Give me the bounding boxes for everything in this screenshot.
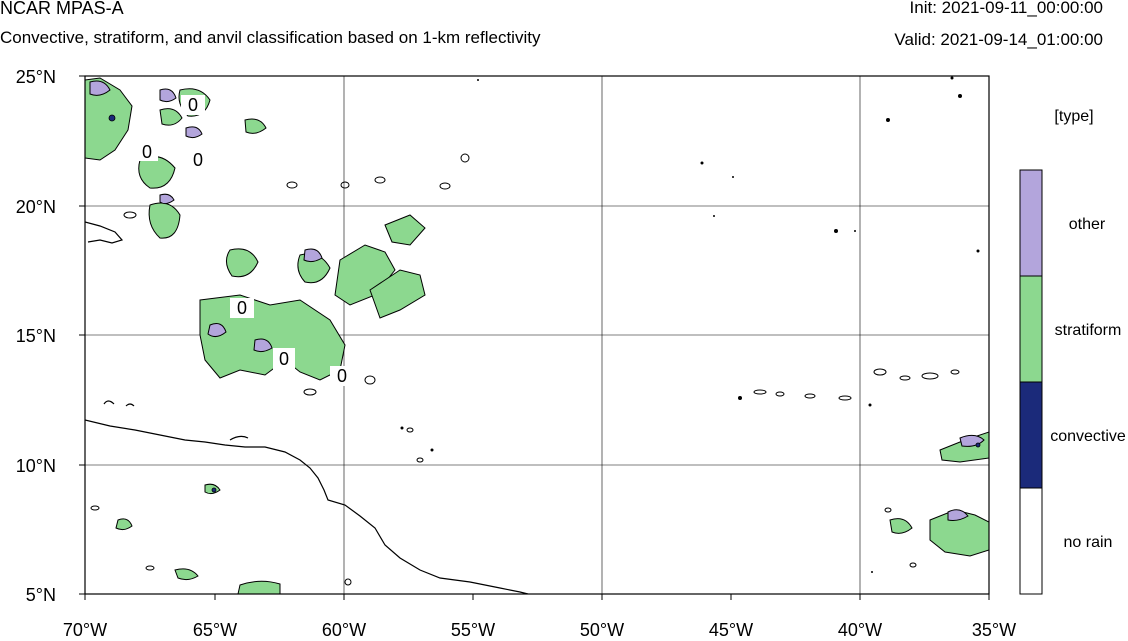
lat-tick-label: 20°N	[16, 197, 56, 217]
legend-swatch-stratiform	[1019, 275, 1043, 383]
plot-description: Convective, stratiform, and anvil classi…	[0, 28, 541, 47]
longitude-labels: 70°W 65°W 60°W 55°W 50°W 45°W 40°W 35°W	[63, 620, 1016, 640]
contour-label: 0	[188, 95, 198, 115]
lon-tick-label: 65°W	[193, 620, 237, 640]
legend-label-no-rain: no rain	[1064, 534, 1113, 551]
legend-swatch-convective	[1019, 381, 1043, 489]
scattered-contours	[90, 153, 960, 586]
contour-label: 0	[193, 150, 203, 170]
lon-tick-label: 55°W	[451, 620, 495, 640]
lon-tick-label: 50°W	[580, 620, 624, 640]
contour-label: 0	[237, 298, 247, 318]
lat-tick-label: 25°N	[16, 67, 56, 87]
contour-label: 0	[337, 366, 347, 386]
contour-label-group: 0 0 0 0 0 0	[136, 95, 354, 386]
legend-label-convective: convective	[1050, 428, 1126, 445]
legend-label-other: other	[1069, 216, 1106, 233]
init-time: Init: 2021-09-11_00:00:00	[909, 0, 1103, 17]
legend-swatch-no-rain	[1019, 487, 1043, 595]
valid-time: Valid: 2021-09-14_01:00:00	[894, 30, 1103, 49]
legend: [type] other stratiform convective no ra…	[1019, 108, 1126, 595]
lon-tick-label: 60°W	[322, 620, 366, 640]
latitude-labels: 5°N 10°N 15°N 20°N 25°N	[16, 67, 56, 605]
axis-ticks	[79, 75, 990, 600]
lon-tick-label: 35°W	[972, 620, 1016, 640]
stratiform-regions	[85, 77, 989, 594]
contour-label: 0	[142, 142, 152, 162]
coastlines	[85, 221, 529, 594]
convective-cells	[108, 114, 981, 493]
legend-title: [type]	[1054, 108, 1093, 125]
lat-tick-label: 10°N	[16, 456, 56, 476]
contour-label: 0	[279, 349, 289, 369]
map-gridlines	[85, 76, 989, 594]
model-title: NCAR MPAS-A	[0, 0, 124, 18]
lon-tick-label: 70°W	[63, 620, 107, 640]
lon-tick-label: 45°W	[709, 620, 753, 640]
lon-tick-label: 40°W	[838, 620, 882, 640]
other-regions	[89, 80, 985, 521]
lat-tick-label: 5°N	[26, 585, 56, 605]
lat-tick-label: 15°N	[16, 326, 56, 346]
legend-swatch-other	[1019, 169, 1043, 277]
small-cell-dots	[400, 76, 980, 573]
legend-label-stratiform: stratiform	[1055, 322, 1122, 339]
